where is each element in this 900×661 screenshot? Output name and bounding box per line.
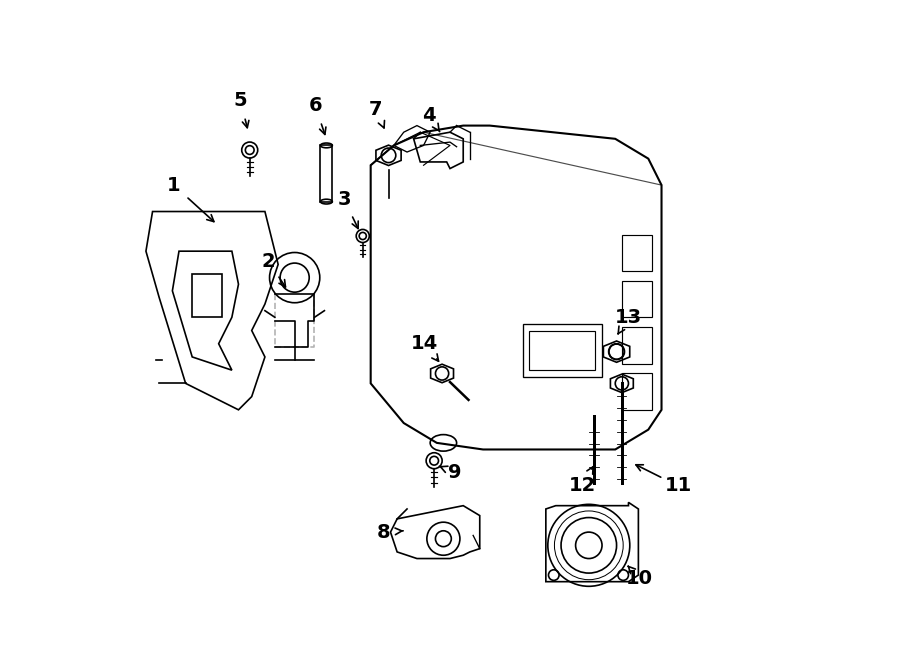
Bar bbox=[193, 274, 222, 317]
Text: 11: 11 bbox=[664, 477, 692, 495]
Text: 5: 5 bbox=[234, 91, 248, 110]
Text: 1: 1 bbox=[166, 176, 181, 194]
Text: 7: 7 bbox=[369, 100, 382, 118]
Text: 12: 12 bbox=[569, 477, 596, 495]
Text: 4: 4 bbox=[422, 106, 436, 125]
Text: 13: 13 bbox=[615, 308, 642, 327]
Text: 10: 10 bbox=[626, 569, 653, 588]
Text: 3: 3 bbox=[338, 190, 351, 209]
Bar bbox=[622, 327, 652, 364]
Text: 6: 6 bbox=[309, 97, 322, 115]
Bar bbox=[523, 324, 602, 377]
Bar bbox=[320, 145, 332, 202]
Text: 9: 9 bbox=[448, 463, 462, 482]
Text: 8: 8 bbox=[377, 523, 391, 541]
Bar bbox=[622, 235, 652, 271]
Bar bbox=[622, 373, 652, 410]
Text: 14: 14 bbox=[411, 334, 438, 353]
Text: 2: 2 bbox=[261, 252, 275, 270]
Bar bbox=[529, 330, 596, 370]
Bar bbox=[622, 281, 652, 317]
